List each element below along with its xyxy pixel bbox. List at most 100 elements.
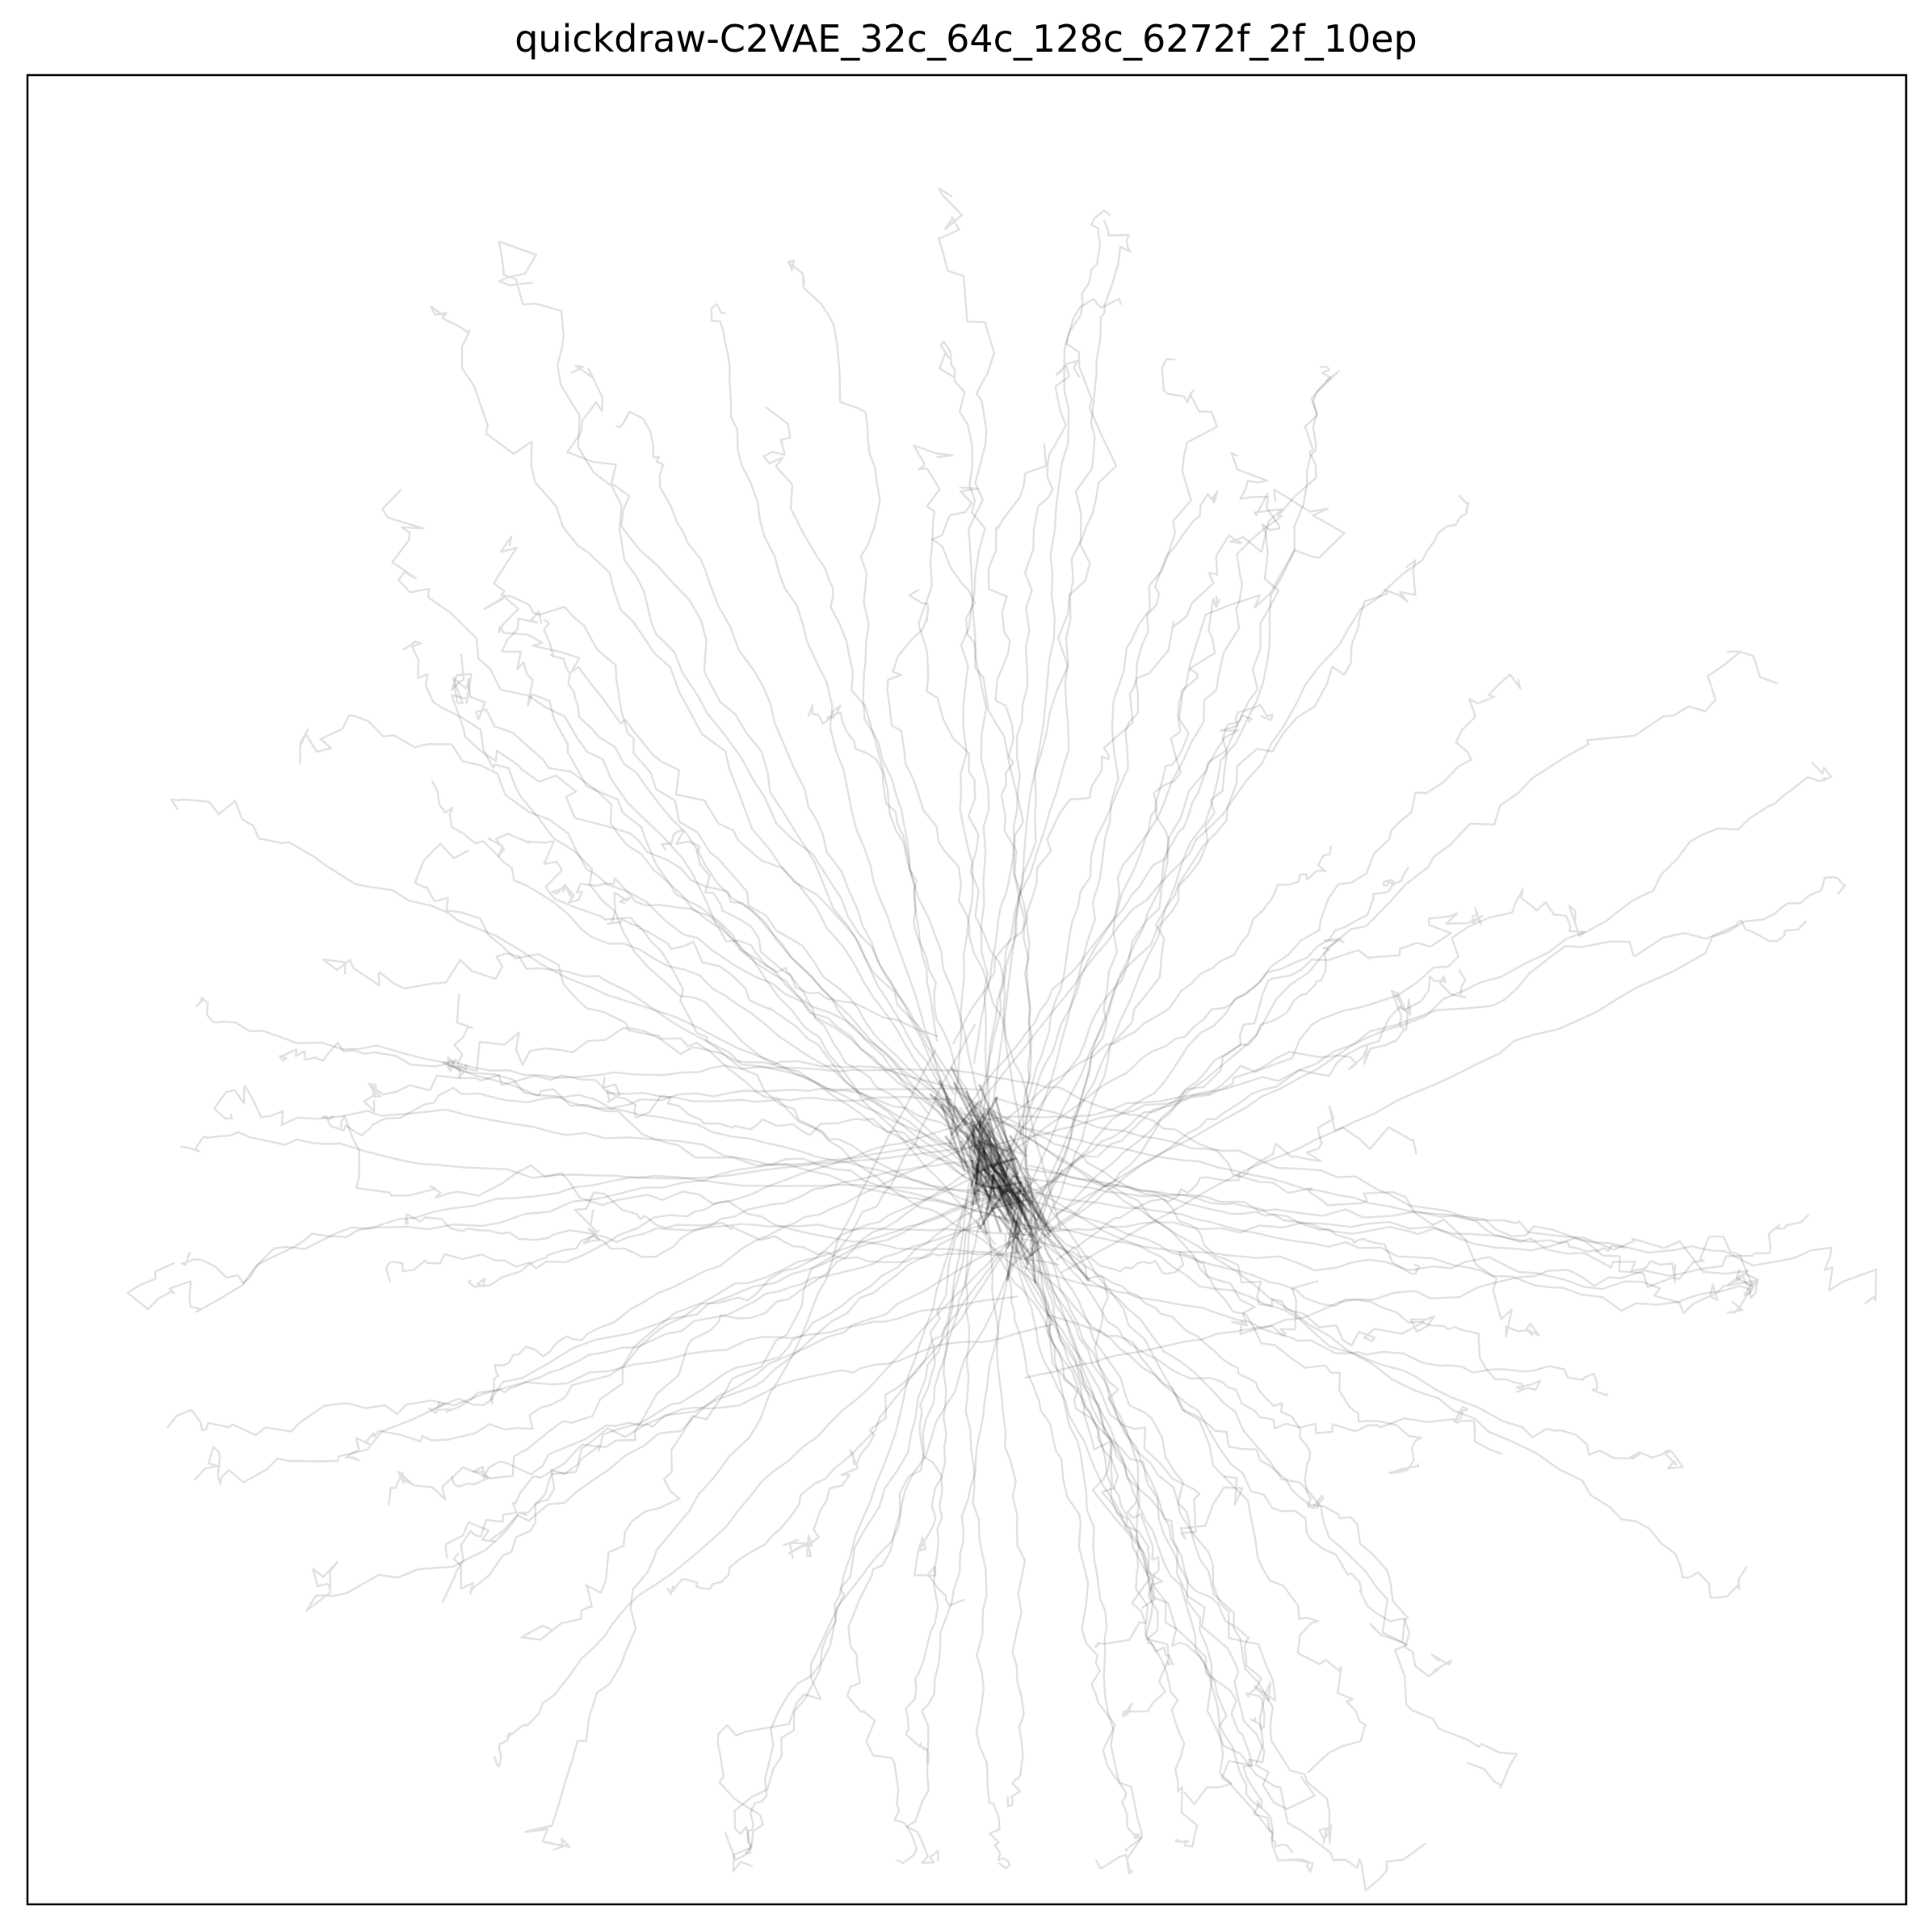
- trajectory-line: [1018, 1180, 1684, 1470]
- trajectory-line: [762, 406, 1010, 1186]
- trajectory-line: [1022, 1266, 1609, 1397]
- cluster-stroke: [977, 1174, 1015, 1231]
- plot-area: [126, 187, 1878, 1891]
- trajectory-line: [905, 1182, 970, 1765]
- trajectory-line: [170, 798, 1030, 1184]
- trajectory-line: [166, 1295, 1018, 1437]
- trajectory-line: [543, 619, 1056, 1247]
- trajectory-line: [607, 892, 1039, 1285]
- cluster-stroke: [1002, 1163, 1010, 1182]
- trajectory-line: [964, 1112, 1626, 1253]
- cluster-stroke: [997, 1184, 1011, 1216]
- cluster-stroke: [975, 1165, 981, 1202]
- trajectory-line: [305, 1240, 1011, 1612]
- cluster-stroke: [964, 1090, 1040, 1248]
- cluster-stroke: [988, 1129, 993, 1166]
- trajectory-line: [615, 410, 990, 1175]
- trajectory-line: [1004, 358, 1218, 1219]
- trajectory-line: [716, 1144, 985, 1862]
- trajectory-line: [980, 1113, 1160, 1610]
- trajectory-line: [523, 1049, 937, 1851]
- cluster-stroke: [997, 1186, 1030, 1266]
- trajectory-line: [1046, 1313, 1503, 1455]
- trajectory-line: [1010, 938, 1345, 1268]
- cluster-stroke: [985, 1107, 1018, 1235]
- trajectory-line: [441, 1169, 971, 1603]
- cluster-stroke: [974, 1182, 1025, 1196]
- trajectory-line: [1040, 1224, 1759, 1315]
- trajectory-line: [1028, 1165, 1421, 1275]
- cluster-stroke: [1006, 1188, 1026, 1207]
- cluster-stroke: [972, 1123, 997, 1158]
- trajectory-line: [1040, 1232, 1325, 1509]
- cluster-stroke: [1010, 1216, 1020, 1238]
- trajectory-line: [1028, 489, 1346, 1246]
- trajectory-line: [1003, 1187, 1758, 1312]
- cluster-stroke: [1008, 1180, 1022, 1202]
- trajectory-line: [551, 877, 939, 1038]
- cluster-stroke: [968, 1125, 988, 1176]
- trajectory-line: [489, 1140, 988, 1405]
- trajectory-line: [1055, 762, 1833, 1215]
- trajectory-line: [442, 1058, 1044, 1231]
- trajectory-line: [447, 993, 958, 1089]
- trajectory-line: [939, 340, 986, 1148]
- trajectory-line: [213, 1085, 1037, 1230]
- cluster-stroke: [1007, 1229, 1023, 1247]
- trajectory-line: [989, 1107, 1436, 1347]
- cluster-stroke: [989, 1181, 1023, 1190]
- cluster-stroke: [989, 1198, 1027, 1211]
- trajectory-line: [452, 1178, 1038, 1595]
- trajectory-line: [938, 187, 996, 1183]
- trajectory-line: [952, 492, 1283, 1045]
- trajectory-line: [964, 1131, 1333, 1845]
- cluster-stroke: [973, 1160, 1002, 1233]
- cluster-stroke: [963, 1117, 1012, 1215]
- cluster-stroke: [944, 1135, 1011, 1225]
- cluster-stroke: [993, 1144, 1018, 1207]
- trajectory-line: [1032, 703, 1274, 1253]
- trajectory-line: [180, 1143, 993, 1285]
- cluster-stroke: [997, 1178, 1004, 1194]
- trajectory-line: [279, 1042, 956, 1079]
- cluster-stroke: [978, 1139, 987, 1187]
- trajectory-line: [1018, 1205, 1426, 1891]
- trajectory-line: [1028, 1218, 1453, 1677]
- trajectory-line: [985, 989, 1412, 1211]
- cluster-stroke: [981, 1120, 1048, 1227]
- cluster-stroke: [1031, 1247, 1037, 1283]
- trajectory-line: [321, 1086, 985, 1136]
- cluster-stroke: [972, 1139, 983, 1206]
- trajectory-line: [1025, 1175, 1314, 1873]
- trajectory-line: [732, 1169, 1064, 1873]
- cluster-stroke: [1008, 1135, 1025, 1155]
- trajectory-line: [483, 595, 1011, 1170]
- trajectory-line: [340, 1115, 1060, 1266]
- cluster-stroke: [986, 1169, 996, 1209]
- cluster-stroke: [990, 1174, 1019, 1211]
- trajectory-line: [405, 1213, 1032, 1244]
- trajectory-line: [1010, 1245, 1409, 1645]
- cluster-stroke: [968, 1146, 1014, 1211]
- cluster-stroke: [991, 1173, 998, 1181]
- cluster-stroke: [968, 1121, 1015, 1208]
- trajectory-line: [1004, 1234, 1144, 1874]
- cluster-stroke: [960, 1112, 986, 1151]
- cluster-stroke: [938, 1080, 960, 1123]
- trajectory-line: [1018, 1220, 1878, 1304]
- trajectory-line: [385, 1120, 976, 1282]
- cluster-stroke: [1006, 1208, 1017, 1249]
- cluster-stroke: [972, 1141, 1030, 1213]
- trajectory-line: [983, 1148, 1027, 1807]
- cluster-stroke: [991, 1143, 1027, 1222]
- trajectory-line: [1051, 968, 1467, 1232]
- cluster-stroke: [993, 1097, 1023, 1194]
- cluster-stroke: [969, 1150, 984, 1187]
- trajectory-line: [965, 451, 1281, 1110]
- trajectory-line: [666, 1245, 1010, 1596]
- cluster-stroke: [972, 1133, 1017, 1203]
- cluster-stroke: [1015, 1182, 1022, 1210]
- trajectory-line: [381, 489, 997, 1245]
- trajectory-line: [430, 305, 992, 1168]
